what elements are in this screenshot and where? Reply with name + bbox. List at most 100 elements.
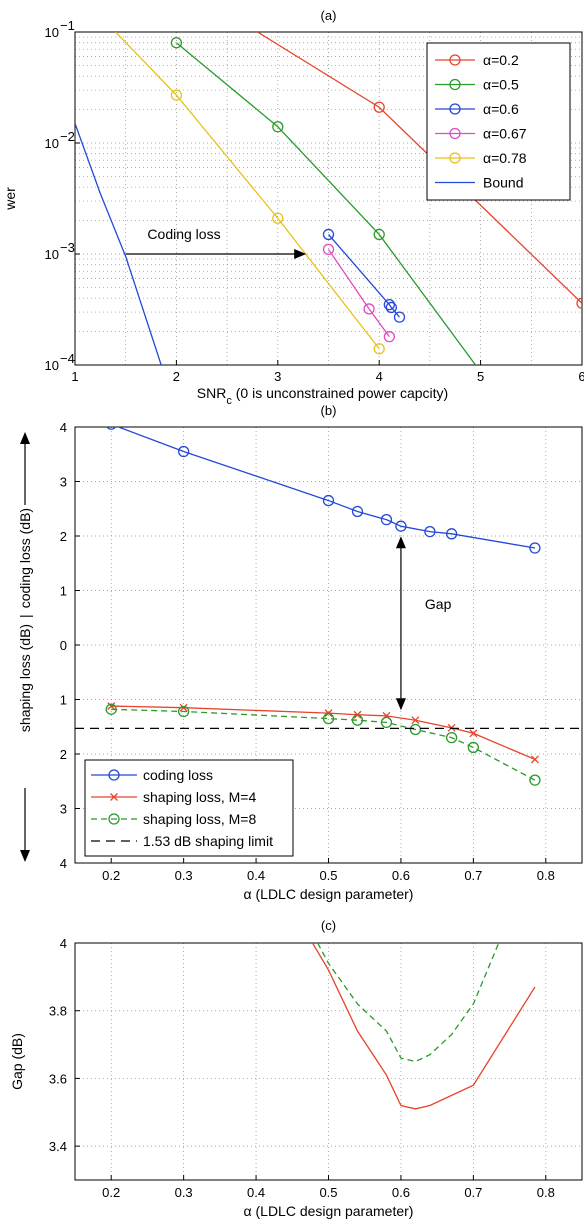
y-tick-label: 4 xyxy=(60,936,67,951)
data-point xyxy=(107,702,116,710)
data-point xyxy=(373,228,385,241)
legend-marker xyxy=(449,54,461,66)
down-arrow-head xyxy=(20,850,30,862)
y-tick-label: 0 xyxy=(60,638,67,653)
data-point xyxy=(445,528,458,540)
x-tick-label: 0.7 xyxy=(464,868,482,883)
x-axis-label: SNRc (0 is unconstrained power capcity) xyxy=(197,385,448,407)
plot-frame xyxy=(74,942,583,1181)
x-axis-label: α (LDLC design parameter) xyxy=(244,1203,414,1219)
legend-label: 1.53 dB shaping limit xyxy=(143,833,273,849)
data-point xyxy=(469,729,478,738)
x-tick-label: 5 xyxy=(477,369,484,384)
legend-box xyxy=(84,759,294,857)
x-axis-label: α (LDLC design parameter) xyxy=(244,886,414,902)
data-point xyxy=(363,303,375,315)
data-point xyxy=(409,723,422,736)
x-tick-label: 0.4 xyxy=(247,1185,265,1200)
x-tick-label: 0.4 xyxy=(247,868,265,883)
gap-arrow-head-bottom xyxy=(395,698,406,711)
legend-label: α=0.6 xyxy=(483,101,519,117)
y-tick-label: 3.4 xyxy=(49,1139,67,1154)
series-line xyxy=(327,249,390,338)
series-line xyxy=(111,708,536,781)
x-tick-label: 0.6 xyxy=(392,868,410,883)
data-point xyxy=(351,714,364,726)
data-point xyxy=(177,445,190,458)
panel-title: (a) xyxy=(321,8,337,23)
y-tick-exponent: −1 xyxy=(60,18,75,33)
data-point xyxy=(411,716,420,725)
series-line xyxy=(115,32,380,350)
data-point xyxy=(467,741,480,754)
data-point xyxy=(380,514,393,526)
data-point xyxy=(424,525,436,538)
series-group xyxy=(75,32,582,365)
data-point xyxy=(373,343,385,355)
data-point xyxy=(272,121,284,133)
data-point xyxy=(385,301,398,314)
legend-entry: α=0.67 xyxy=(435,126,527,142)
legend-entry: 1.53 dB shaping limit xyxy=(91,833,273,849)
legend-marker xyxy=(449,103,461,115)
x-tick-label: 0.8 xyxy=(537,868,555,883)
series-group xyxy=(75,427,582,786)
data-point xyxy=(383,331,395,343)
x-tick-label: 0.2 xyxy=(102,868,120,883)
annotation-text: Gap xyxy=(425,596,452,612)
series-line xyxy=(175,42,477,365)
legend-entry: α=0.5 xyxy=(435,77,519,93)
y-tick-label: 10 xyxy=(45,247,59,262)
legend-marker xyxy=(449,78,461,91)
x-tick-label: 0.3 xyxy=(175,1185,193,1200)
x-tick-label: 0.2 xyxy=(102,1185,120,1200)
legend-marker xyxy=(449,127,461,140)
data-point xyxy=(529,774,541,786)
up-arrow-head xyxy=(20,432,30,444)
x-tick-label: 0.5 xyxy=(319,1185,337,1200)
data-point xyxy=(322,243,335,256)
data-point xyxy=(106,427,117,430)
legend-label: α=0.5 xyxy=(483,77,519,93)
data-point xyxy=(530,755,539,764)
x-tick-label: 2 xyxy=(173,369,180,384)
legend-label: shaping loss, M=4 xyxy=(143,789,256,805)
data-point xyxy=(576,297,582,309)
legend-box xyxy=(426,42,571,201)
series-line xyxy=(75,123,162,365)
y-axis-label: shaping loss (dB)|coding loss (dB) xyxy=(17,508,33,732)
x-tick-label: 0.8 xyxy=(537,1185,555,1200)
data-point xyxy=(272,212,284,224)
legend-marker xyxy=(108,769,120,781)
x-tick-label: 0.3 xyxy=(175,868,193,883)
data-point xyxy=(395,520,407,532)
legend-label: shaping loss, M=8 xyxy=(143,811,256,827)
y-tick-exponent: −2 xyxy=(60,129,75,144)
legend-label: Bound xyxy=(483,175,523,191)
y-tick-label: 3.6 xyxy=(49,1071,67,1086)
panel-title: (c) xyxy=(321,918,336,933)
data-point xyxy=(170,37,183,49)
x-tick-label: 1 xyxy=(71,369,78,384)
y-tick-label: 2 xyxy=(60,529,67,544)
y-axis-label: wer xyxy=(2,187,18,211)
y-tick-exponent: −3 xyxy=(60,240,75,255)
x-tick-label: 4 xyxy=(376,369,383,384)
gap-arrow-head-top xyxy=(395,536,406,549)
data-point xyxy=(322,712,335,725)
series-group xyxy=(312,943,536,1110)
y-tick-label: 10 xyxy=(45,25,59,40)
plot-frame xyxy=(74,31,583,366)
annotation-text: Coding loss xyxy=(147,226,220,242)
y-tick-label: 10 xyxy=(45,358,59,373)
panel-title: (b) xyxy=(321,403,337,418)
y-tick-label: 2 xyxy=(60,747,67,762)
x-tick-label: 0.6 xyxy=(392,1185,410,1200)
y-tick-label: 1 xyxy=(60,693,67,708)
data-point xyxy=(393,311,406,323)
data-point xyxy=(170,89,183,101)
legend-marker xyxy=(449,152,461,164)
y-tick-label: 3 xyxy=(60,802,67,817)
